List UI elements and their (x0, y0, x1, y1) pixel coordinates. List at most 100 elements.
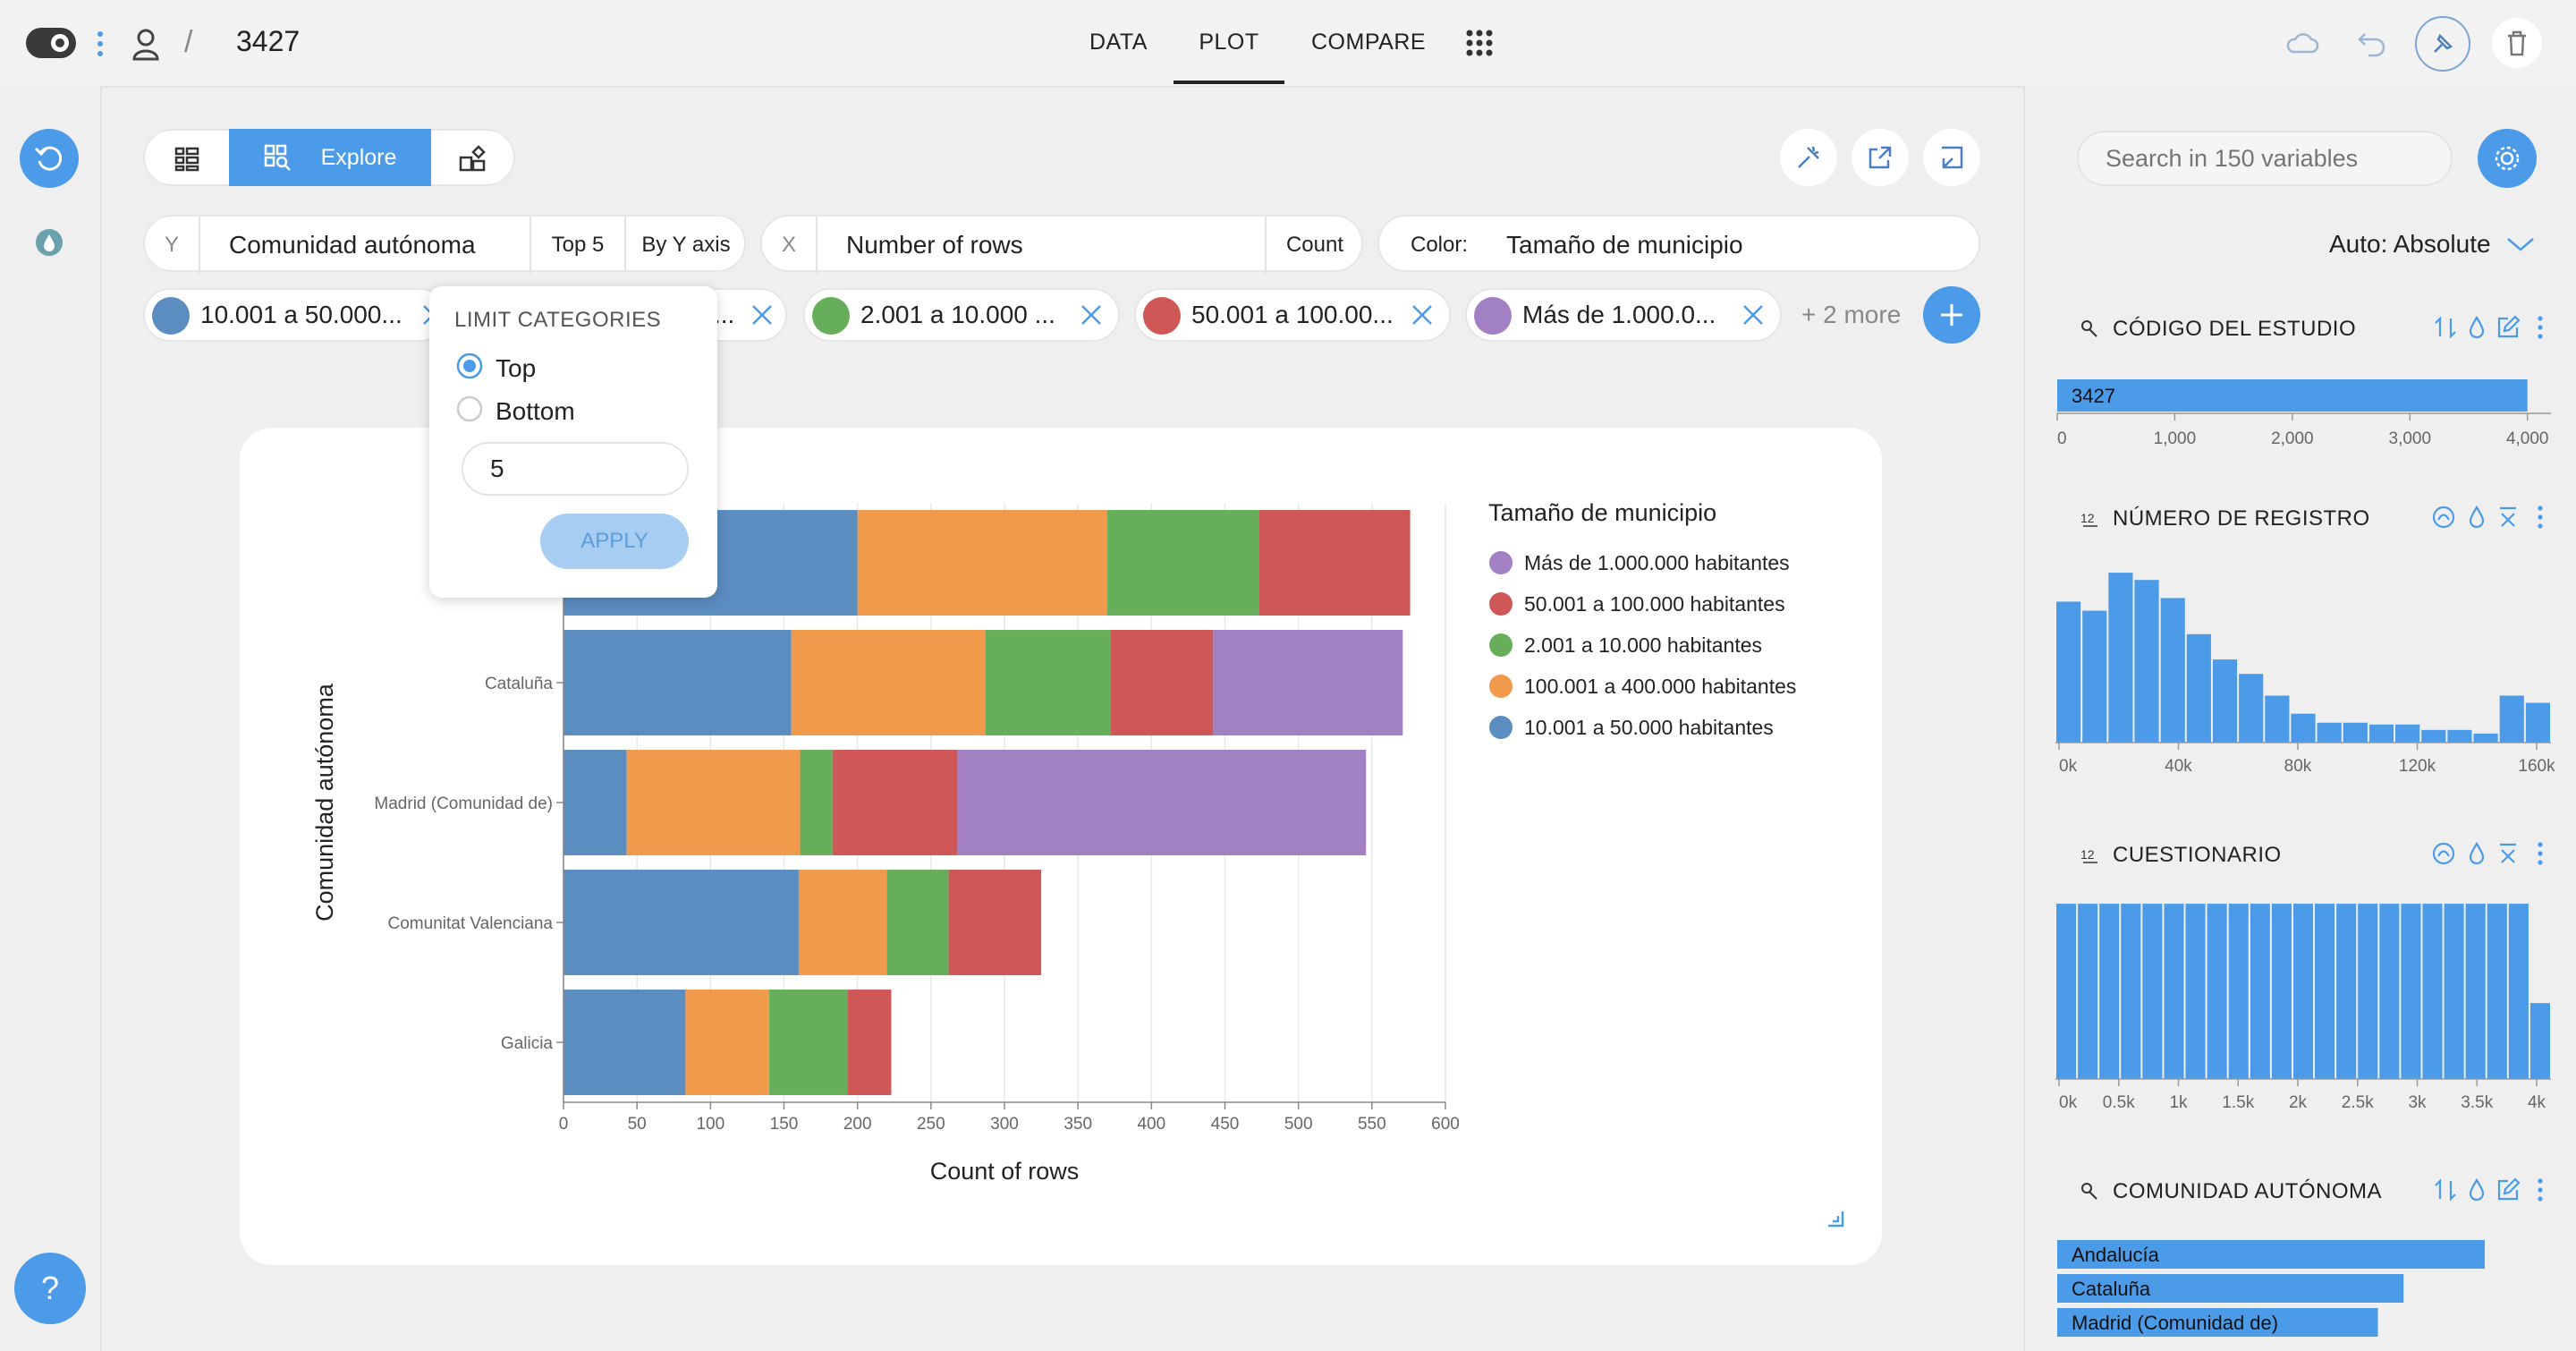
variable-card: COMUNIDAD AUTÓNOMA Andalucía Cataluña Madr… (2025, 1172, 2576, 1351)
add-filter-button[interactable] (1923, 286, 1980, 344)
chip-label: 2.001 a 10.000 ... (860, 301, 1055, 328)
x-field-select[interactable]: Number of rows (816, 217, 1265, 274)
histogram-bar (2186, 633, 2211, 743)
histogram-bar (2212, 659, 2238, 743)
open-external-button[interactable] (1852, 129, 1909, 186)
cloud-icon[interactable] (2284, 29, 2320, 57)
variable-title[interactable]: NÚMERO DE REGISTRO (2113, 506, 2370, 531)
radio-top-label: Top (496, 354, 537, 382)
radio-top[interactable] (456, 353, 483, 379)
edit-icon[interactable] (2496, 315, 2521, 340)
apply-button[interactable]: APPLY (540, 514, 689, 569)
legend-label: Más de 1.000.000 habitantes (1524, 551, 1790, 574)
histogram-bar (2421, 729, 2446, 743)
grid-view-button[interactable] (145, 131, 229, 188)
drop-icon[interactable] (2467, 315, 2487, 340)
color-label: Color: (1410, 233, 1469, 257)
chip-color-dot (1143, 297, 1181, 335)
sort-icon[interactable] (2433, 315, 2458, 340)
axis-tick-label: 3,000 (2389, 429, 2432, 448)
y-sort-select[interactable]: By Y axis (624, 217, 746, 274)
top-bar: / 3427 DATA PLOT COMPARE (0, 0, 2576, 88)
chip-remove-icon[interactable] (1410, 302, 1435, 327)
chip-remove-icon[interactable] (1741, 302, 1766, 327)
drop-icon[interactable] (2467, 505, 2487, 530)
distribution-icon[interactable] (2431, 505, 2456, 530)
mode-select[interactable]: Auto: Absolute (2329, 229, 2536, 259)
tab-plot[interactable]: PLOT (1174, 0, 1284, 84)
variable-menu-icon[interactable] (2537, 841, 2544, 866)
resize-handle-icon[interactable] (1825, 1208, 1846, 1229)
delete-button[interactable] (2492, 18, 2542, 68)
y-limit-select[interactable]: Top 5 (530, 217, 624, 274)
filter-chip[interactable]: 2.001 a 10.000 ... (803, 288, 1120, 342)
distribution-icon[interactable] (2431, 841, 2456, 866)
tab-compare[interactable]: COMPARE (1311, 30, 1427, 55)
variable-menu-icon[interactable] (2537, 1177, 2544, 1202)
axis-tick-label: 160k (2518, 757, 2555, 776)
kebab-menu-icon[interactable] (93, 29, 107, 59)
user-icon[interactable] (131, 27, 161, 61)
variable-title[interactable]: COMUNIDAD AUTÓNOMA (2113, 1179, 2383, 1203)
filter-chip[interactable]: Más de 1.000.0... (1465, 288, 1782, 342)
variable-category-bars: Andalucía Cataluña Madrid (Comunidad de) (2057, 1240, 2485, 1337)
variable-title[interactable]: CUESTIONARIO (2113, 843, 2282, 867)
color-field-select[interactable]: Tamaño de municipio (1506, 231, 1743, 259)
expand-button[interactable] (1923, 129, 1980, 186)
chip-color-dot (152, 297, 190, 335)
chip-remove-icon[interactable] (750, 302, 775, 327)
drop-logo-icon[interactable] (34, 227, 64, 258)
panel-settings-button[interactable] (2478, 129, 2537, 188)
histogram-bar (2315, 904, 2335, 1079)
x-tick-label: 500 (1284, 1115, 1313, 1134)
x-agg-select[interactable]: Count (1265, 217, 1363, 274)
help-button[interactable]: ? (14, 1253, 86, 1324)
mean-icon[interactable] (2497, 841, 2519, 866)
explore-button[interactable]: Explore (229, 129, 431, 186)
tab-data[interactable]: DATA (1089, 30, 1148, 55)
dashboard-view-button[interactable] (431, 131, 515, 188)
dataset-id[interactable]: 3427 (236, 25, 301, 57)
bar-segment (626, 750, 801, 855)
histogram-bar (2265, 695, 2290, 743)
sort-icon[interactable] (2433, 1177, 2458, 1202)
variable-title[interactable]: CÓDIGO DEL ESTUDIO (2113, 317, 2357, 341)
x-tick-label: 400 (1137, 1115, 1165, 1134)
variable-search-input[interactable] (2077, 131, 2453, 186)
auto-plot-button[interactable] (1780, 129, 1837, 186)
histogram-bar (2207, 904, 2227, 1079)
radio-bottom[interactable] (456, 395, 483, 422)
axis-tick-label: 1.5k (2222, 1093, 2254, 1112)
category-bar-label: Andalucía (2072, 1244, 2160, 1266)
filter-chip[interactable]: 50.001 a 100.00... (1134, 288, 1451, 342)
variable-menu-icon[interactable] (2537, 315, 2544, 340)
chip-label: 50.001 a 100.00... (1191, 301, 1394, 328)
bar-segment (847, 990, 892, 1095)
x-tick-label: 250 (917, 1115, 945, 1134)
limit-value-input[interactable] (462, 442, 689, 496)
histogram-bar (2056, 904, 2077, 1079)
histogram-bar (2395, 724, 2420, 743)
x-tick-label: 550 (1358, 1115, 1386, 1134)
histogram-bar (2444, 904, 2464, 1079)
drop-icon[interactable] (2467, 1177, 2487, 1202)
chip-label: 10.001 a 50.000... (200, 301, 402, 328)
more-filters-link[interactable]: + 2 more (1801, 301, 1902, 328)
chip-remove-icon[interactable] (1079, 302, 1104, 327)
y-tick-label: Cataluña (485, 675, 553, 693)
bar-segment (685, 990, 770, 1095)
variable-menu-icon[interactable] (2537, 505, 2544, 530)
apps-grid-icon[interactable] (1465, 29, 1494, 57)
reset-button[interactable] (20, 129, 79, 188)
filter-chip[interactable]: 10.001 a 50.000... (143, 288, 447, 342)
app-logo[interactable] (25, 27, 77, 59)
left-rail: ? (0, 86, 102, 1351)
drop-icon[interactable] (2467, 841, 2487, 866)
mean-icon[interactable] (2497, 505, 2519, 530)
magic-pin-button[interactable] (2415, 16, 2470, 72)
edit-icon[interactable] (2496, 1177, 2521, 1202)
y-field-select[interactable]: Comunidad autónoma (199, 217, 530, 274)
categorical-var-icon (2080, 319, 2100, 338)
undo-icon[interactable] (2356, 27, 2388, 59)
bar-segment (832, 750, 958, 855)
